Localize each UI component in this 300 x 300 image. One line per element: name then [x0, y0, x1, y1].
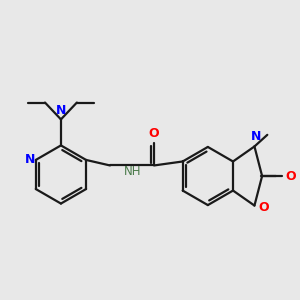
Text: N: N: [251, 130, 261, 143]
Text: N: N: [25, 153, 35, 167]
Text: O: O: [149, 128, 159, 140]
Text: O: O: [258, 201, 269, 214]
Text: N: N: [56, 104, 66, 117]
Text: O: O: [286, 169, 296, 182]
Text: NH: NH: [124, 165, 141, 178]
